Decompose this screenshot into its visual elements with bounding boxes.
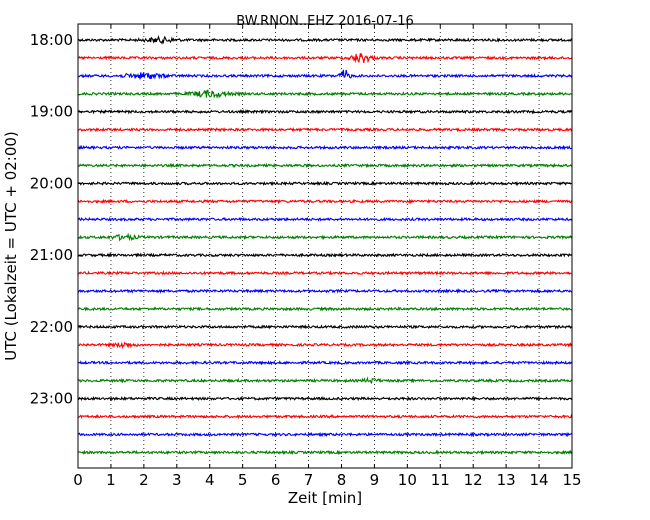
x-tick-label: 4	[205, 471, 215, 489]
x-tick-label: 13	[497, 471, 516, 489]
trace-row-2045	[77, 232, 573, 242]
trace-rows	[77, 34, 573, 456]
trace-row-2200	[77, 324, 573, 330]
vertical-grid	[110, 24, 540, 468]
trace-row-2300	[77, 395, 573, 402]
trace-row-2330	[77, 431, 573, 438]
x-tick-label: 10	[398, 471, 417, 489]
trace-row-2115	[77, 270, 573, 276]
x-tick-label: 2	[139, 471, 149, 489]
x-tick-label: 14	[530, 471, 549, 489]
x-tick-label: 12	[464, 471, 483, 489]
x-tick-label: 9	[370, 471, 380, 489]
x-tick-label: 6	[271, 471, 281, 489]
trace-row-1945	[77, 162, 573, 169]
trace-row-1845	[77, 89, 573, 99]
trace-row-2245	[77, 376, 573, 385]
y-tick-label: 18:00	[30, 31, 73, 49]
x-tick-label: 3	[172, 471, 182, 489]
trace-row-2030	[77, 216, 573, 222]
trace-row-1915	[77, 127, 573, 133]
trace-row-2230	[77, 359, 573, 366]
chart-title: BW.RNON..EHZ 2016-07-16	[236, 14, 414, 29]
y-axis-label: UTC (Lokalzeit = UTC + 02:00)	[2, 131, 20, 361]
x-tick-label: 8	[337, 471, 347, 489]
trace-row-2315	[77, 413, 573, 420]
axis-ticks: 0 1 2 3 4 5 6 7 8 9 10 11 12 13 14 1518:0019:0020:0021:…	[30, 24, 582, 489]
y-tick-label: 20:00	[30, 174, 73, 192]
plot-frame	[77, 23, 573, 469]
trace-row-2215	[77, 341, 573, 349]
y-tick-label: 23:00	[30, 390, 73, 408]
trace-row-2015	[77, 198, 573, 205]
trace-row-1930	[77, 144, 573, 151]
trace-row-1900	[77, 108, 573, 115]
trace-row-1800	[77, 34, 573, 45]
x-tick-label: 15	[562, 471, 581, 489]
x-tick-label: 5	[238, 471, 248, 489]
y-tick-label: 22:00	[30, 318, 73, 336]
x-tick-label: 1	[106, 471, 116, 489]
trace-row-2000	[77, 180, 573, 187]
x-axis-label: Zeit [min]	[288, 489, 362, 507]
trace-row-2100	[77, 252, 573, 258]
trace-row-2345	[77, 449, 573, 456]
trace-row-1815	[77, 52, 573, 64]
y-tick-label: 21:00	[30, 246, 73, 264]
trace-row-2130	[77, 288, 573, 295]
x-tick-label: 11	[431, 471, 450, 489]
trace-row-1830	[77, 69, 573, 80]
y-tick-label: 19:00	[30, 103, 73, 121]
trace-row-2145	[78, 306, 573, 312]
x-tick-label: 0	[73, 471, 83, 489]
x-tick-label: 7	[304, 471, 314, 489]
